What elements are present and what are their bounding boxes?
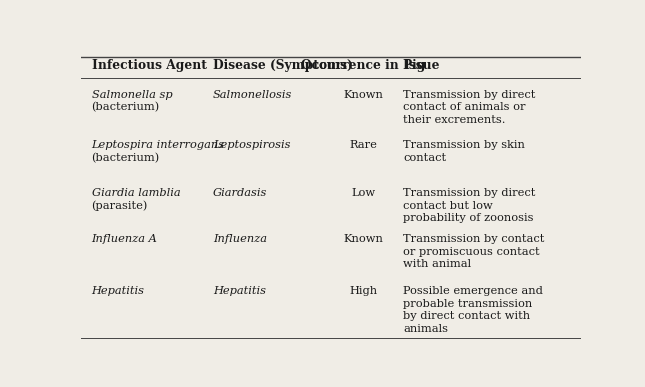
Text: Disease (Symptoms): Disease (Symptoms) xyxy=(213,59,353,72)
Text: Transmission by direct: Transmission by direct xyxy=(403,90,535,99)
Text: contact: contact xyxy=(403,153,446,163)
Text: their excrements.: their excrements. xyxy=(403,115,506,125)
Text: animals: animals xyxy=(403,324,448,334)
Text: probable transmission: probable transmission xyxy=(403,299,532,309)
Text: (bacterium): (bacterium) xyxy=(92,102,160,113)
Text: Giardasis: Giardasis xyxy=(213,188,268,198)
Text: contact of animals or: contact of animals or xyxy=(403,102,526,112)
Text: Issue: Issue xyxy=(403,59,439,72)
Text: Rare: Rare xyxy=(349,140,377,150)
Text: Known: Known xyxy=(343,90,383,99)
Text: Known: Known xyxy=(343,234,383,244)
Text: Possible emergence and: Possible emergence and xyxy=(403,286,543,296)
Text: Influenza: Influenza xyxy=(213,234,267,244)
Text: by direct contact with: by direct contact with xyxy=(403,312,530,321)
Text: Leptospira interrogans: Leptospira interrogans xyxy=(92,140,224,150)
Text: Salmonella sp: Salmonella sp xyxy=(92,90,172,99)
Text: Transmission by direct: Transmission by direct xyxy=(403,188,535,198)
Text: Transmission by contact: Transmission by contact xyxy=(403,234,544,244)
Text: Leptospirosis: Leptospirosis xyxy=(213,140,291,150)
Text: (parasite): (parasite) xyxy=(92,200,148,211)
Text: Salmonellosis: Salmonellosis xyxy=(213,90,292,99)
Text: High: High xyxy=(349,286,377,296)
Text: or promiscuous contact: or promiscuous contact xyxy=(403,247,540,257)
Text: Occurrence in Pig: Occurrence in Pig xyxy=(301,59,425,72)
Text: Infectious Agent: Infectious Agent xyxy=(92,59,206,72)
Text: Influenza A: Influenza A xyxy=(92,234,157,244)
Text: with animal: with animal xyxy=(403,259,471,269)
Text: Hepatitis: Hepatitis xyxy=(92,286,144,296)
Text: (bacterium): (bacterium) xyxy=(92,153,160,163)
Text: Low: Low xyxy=(351,188,375,198)
Text: probability of zoonosis: probability of zoonosis xyxy=(403,213,533,223)
Text: Giardia lamblia: Giardia lamblia xyxy=(92,188,180,198)
Text: Hepatitis: Hepatitis xyxy=(213,286,266,296)
Text: contact but low: contact but low xyxy=(403,200,493,211)
Text: Transmission by skin: Transmission by skin xyxy=(403,140,525,150)
